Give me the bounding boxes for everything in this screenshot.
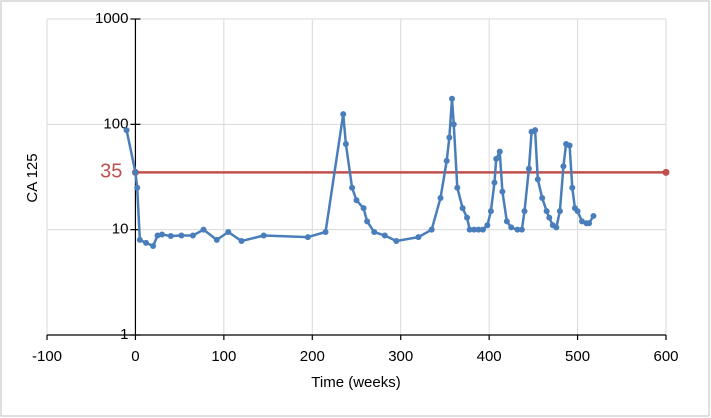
data-point: [459, 205, 466, 212]
data-point: [238, 238, 245, 245]
y-tick-label: 1000: [95, 10, 128, 27]
data-point: [143, 239, 150, 246]
data-point: [556, 208, 563, 215]
data-point: [132, 169, 139, 176]
x-tick-label: 0: [131, 348, 139, 365]
data-point: [158, 231, 165, 238]
data-point: [340, 111, 347, 118]
x-axis-label: Time (weeks): [311, 374, 400, 391]
data-point: [260, 232, 267, 239]
data-point: [225, 229, 232, 236]
data-point: [539, 194, 546, 201]
data-point: [518, 226, 525, 233]
data-point: [134, 184, 141, 191]
reference-label: 35: [100, 161, 122, 183]
x-tick-label: 200: [300, 348, 325, 365]
data-point: [590, 212, 597, 219]
data-point: [525, 165, 532, 172]
data-point: [454, 184, 461, 191]
x-tick-label: 400: [477, 348, 502, 365]
data-point: [393, 238, 400, 245]
data-point: [475, 226, 482, 233]
data-point: [322, 229, 329, 236]
data-point: [496, 148, 503, 155]
data-point: [150, 242, 157, 249]
data-point: [189, 232, 196, 239]
y-tick-label: 100: [103, 115, 128, 132]
data-point: [342, 141, 349, 148]
data-point: [167, 233, 174, 240]
data-point: [349, 184, 356, 191]
data-point: [514, 226, 521, 233]
data-point: [415, 234, 422, 241]
y-axis-label: CA 125: [24, 153, 41, 202]
data-point: [364, 218, 371, 225]
data-point: [437, 194, 444, 201]
data-point: [178, 232, 185, 239]
data-point: [543, 208, 550, 215]
data-point: [521, 208, 528, 215]
data-point: [560, 163, 567, 170]
data-point: [553, 224, 560, 231]
x-tick-label: 600: [653, 348, 678, 365]
data-point: [503, 218, 510, 225]
data-point: [479, 226, 486, 233]
data-point: [534, 176, 541, 183]
data-point: [123, 127, 130, 134]
data-point: [213, 236, 220, 243]
data-point: [532, 127, 539, 134]
data-point: [371, 229, 378, 236]
data-point: [450, 121, 457, 128]
data-point: [446, 134, 453, 141]
data-point: [428, 226, 435, 233]
data-point: [443, 157, 450, 164]
data-point: [491, 179, 498, 186]
data-point: [546, 214, 553, 221]
x-tick-label: 500: [565, 348, 590, 365]
data-point: [353, 197, 360, 204]
data-point: [200, 226, 207, 233]
y-tick-label: 10: [112, 221, 129, 238]
data-point: [586, 220, 593, 227]
data-point: [487, 208, 494, 215]
data-point: [574, 208, 581, 215]
data-point: [508, 224, 515, 231]
data-point: [566, 142, 573, 149]
data-point: [464, 214, 471, 221]
data-point: [466, 226, 473, 233]
data-point: [360, 205, 367, 212]
reference-point: [662, 168, 670, 176]
data-point: [499, 188, 506, 195]
data-point: [493, 155, 500, 162]
x-tick-label: 100: [211, 348, 236, 365]
data-point: [304, 234, 311, 241]
data-point: [381, 232, 388, 239]
x-tick-label: -100: [32, 348, 62, 365]
data-point: [569, 184, 576, 191]
data-point: [484, 222, 491, 229]
data-point: [449, 95, 456, 102]
x-tick-label: 300: [388, 348, 413, 365]
data-point: [136, 236, 143, 243]
data-point: [471, 226, 478, 233]
